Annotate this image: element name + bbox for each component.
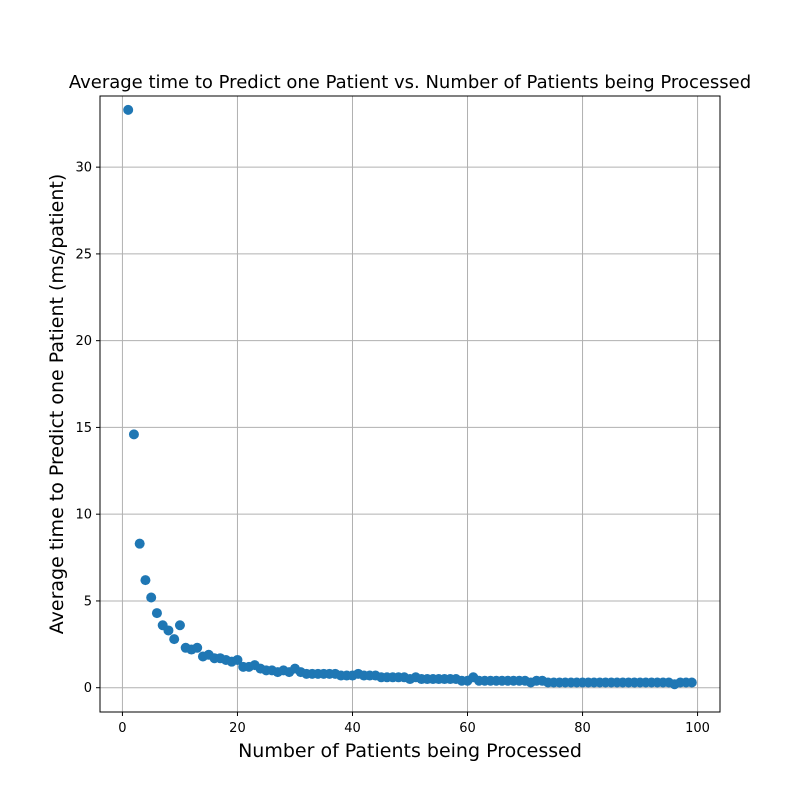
y-tick-label: 20 — [75, 334, 92, 349]
y-axis-ticks: 0 5 10 15 20 25 30 — [75, 161, 100, 696]
y-tick-label: 15 — [75, 421, 92, 436]
data-point — [163, 625, 174, 636]
data-point — [146, 592, 157, 603]
data-point — [174, 620, 185, 631]
y-tick-label: 25 — [75, 247, 92, 262]
x-tick-label: 60 — [459, 721, 476, 736]
x-tick-label: 20 — [229, 721, 246, 736]
y-tick-label: 30 — [75, 161, 92, 176]
x-axis-ticks: 0 20 40 60 80 100 — [118, 712, 710, 736]
chart-title: Average time to Predict one Patient vs. … — [69, 72, 751, 93]
x-axis-label: Number of Patients being Processed — [238, 740, 582, 762]
data-point — [128, 429, 139, 440]
y-tick-label: 5 — [84, 594, 92, 609]
data-point — [232, 654, 243, 665]
x-tick-label: 40 — [344, 721, 361, 736]
data-point — [140, 575, 151, 586]
y-tick-label: 0 — [84, 681, 92, 696]
grid — [100, 96, 720, 712]
data-point — [134, 538, 145, 549]
x-tick-label: 0 — [118, 721, 126, 736]
y-axis-label: Average time to Predict one Patient (ms/… — [46, 174, 68, 634]
x-tick-label: 100 — [685, 721, 710, 736]
data-point — [123, 104, 134, 115]
y-tick-label: 10 — [75, 508, 92, 523]
data-point — [686, 677, 697, 688]
x-tick-label: 80 — [574, 721, 591, 736]
data-point — [169, 634, 180, 645]
data-point — [151, 608, 162, 619]
data-point — [192, 642, 203, 653]
data-points — [123, 104, 697, 690]
plot-frame — [99, 95, 721, 713]
